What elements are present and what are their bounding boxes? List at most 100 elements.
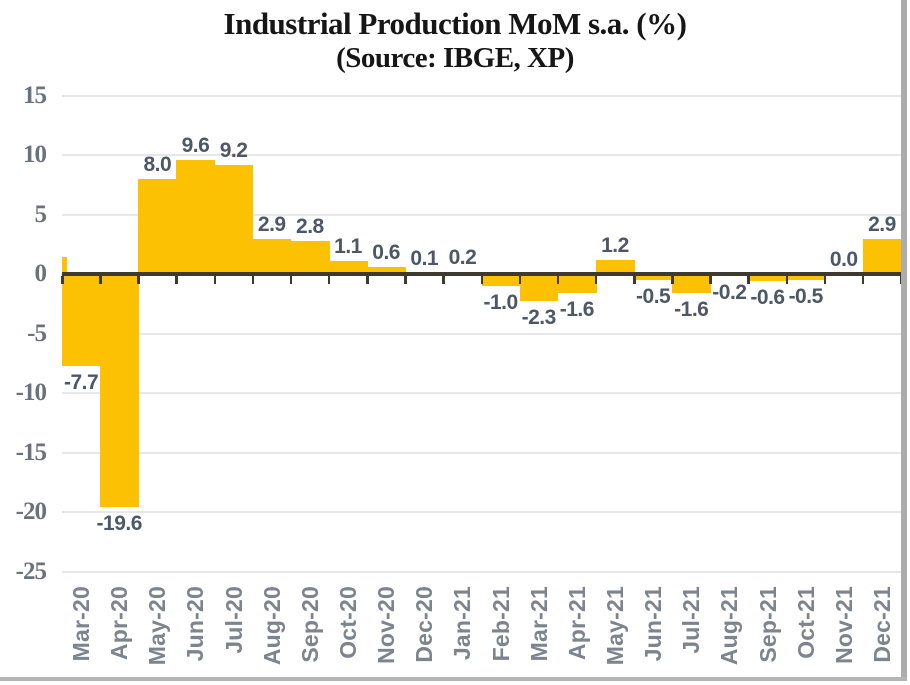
x-axis-category-label: Jan-21 <box>449 586 476 661</box>
bar-data-label: -19.6 <box>96 512 143 536</box>
x-axis-category-label: Nov-20 <box>373 586 400 664</box>
frame-border-bottom <box>0 677 907 681</box>
bar-data-label: 1.1 <box>334 234 362 258</box>
bar <box>328 260 368 274</box>
x-axis-tick-mark <box>366 276 369 284</box>
y-gridline <box>62 332 901 335</box>
y-axis-tick-label: 5 <box>34 200 48 228</box>
bar <box>634 274 673 280</box>
x-axis-category-label: Jul-20 <box>220 586 247 654</box>
x-axis-category-label: Dec-21 <box>868 586 895 663</box>
x-axis-category-label: Jul-21 <box>678 586 705 654</box>
y-gridline <box>62 154 901 156</box>
bar-data-label: -1.6 <box>559 298 595 322</box>
x-axis-category-label: Jun-20 <box>182 586 209 662</box>
bar-data-label: 2.8 <box>296 214 324 238</box>
clipped-partial-bar <box>62 257 67 274</box>
x-axis-category-label: Mar-20 <box>68 586 95 662</box>
bar <box>672 274 711 294</box>
x-axis-tick-mark <box>251 276 255 284</box>
x-axis-tick-mark <box>137 276 140 284</box>
x-axis-tick-mark <box>861 276 865 284</box>
bar <box>367 266 406 274</box>
bar <box>138 178 177 274</box>
bar <box>519 274 559 302</box>
bar-data-label: -1.0 <box>483 290 518 314</box>
bar-data-label: 9.2 <box>219 138 248 162</box>
x-axis-tick-mark <box>785 276 789 284</box>
y-gridline <box>62 213 901 216</box>
x-axis-category-label: May-20 <box>144 586 171 666</box>
bar-data-label: -0.5 <box>788 284 824 308</box>
x-axis-category-label: Apr-21 <box>563 586 590 661</box>
x-axis-tick-mark <box>556 276 560 284</box>
x-axis-tick-mark <box>633 276 636 284</box>
x-axis-category-label: May-21 <box>601 586 628 666</box>
bar-data-label: -0.5 <box>636 284 671 308</box>
bar <box>176 159 216 274</box>
x-axis-category-label: Dec-20 <box>411 586 438 663</box>
y-axis-tick-label: -10 <box>15 379 47 406</box>
x-axis-category-label: Nov-21 <box>830 586 857 664</box>
chart-title: Industrial Production MoM s.a. (%) <box>223 6 687 41</box>
y-gridline <box>62 392 901 394</box>
y-gridline <box>62 511 901 513</box>
x-axis-tick-mark <box>709 276 712 284</box>
bar <box>100 274 139 508</box>
x-axis-category-label: Sep-20 <box>296 586 323 663</box>
x-axis-tick-mark <box>823 276 827 284</box>
bar-data-label: -7.7 <box>63 370 99 394</box>
frame-border-right <box>901 0 907 681</box>
y-axis-tick-label: 10 <box>23 141 47 168</box>
bar-data-label: 2.9 <box>257 213 286 237</box>
bar-data-label: 0.6 <box>372 240 400 264</box>
bar <box>252 239 292 274</box>
bar-data-label: -0.2 <box>712 281 747 305</box>
x-axis-category-label: Aug-20 <box>258 586 285 666</box>
y-gridline <box>62 451 901 454</box>
bar <box>214 164 254 274</box>
y-axis-tick-label: 0 <box>34 260 48 287</box>
x-axis-tick-mark <box>99 276 102 284</box>
x-axis-category-label: Mar-21 <box>525 586 552 662</box>
x-axis-tick-mark <box>480 276 483 284</box>
y-axis-tick-label: -20 <box>15 498 47 525</box>
x-axis-category-label: Oct-20 <box>335 586 362 659</box>
bar-data-label: -1.6 <box>674 298 709 322</box>
bar <box>62 274 101 366</box>
bar-data-label: 2.9 <box>868 213 896 237</box>
bar-data-label: -0.6 <box>750 286 785 310</box>
x-axis-category-label: Jun-21 <box>640 586 667 662</box>
bar-data-label: 1.2 <box>601 233 629 257</box>
y-gridline <box>62 94 901 97</box>
bar <box>748 274 788 282</box>
x-axis-line <box>62 272 901 276</box>
bar <box>481 274 521 286</box>
x-axis-tick-mark <box>327 276 331 284</box>
x-axis-tick-mark <box>404 276 407 284</box>
bar <box>595 259 635 274</box>
bar-data-label: 0.1 <box>410 246 439 270</box>
y-axis-tick-label: -5 <box>27 319 47 347</box>
y-axis-tick-label: -15 <box>15 438 47 466</box>
x-axis-tick-mark <box>442 276 445 284</box>
y-gridline <box>62 570 901 573</box>
x-axis-tick-mark <box>61 276 64 284</box>
bar-data-label: -2.3 <box>521 306 557 330</box>
bar <box>290 240 330 274</box>
bar-data-label: 0.2 <box>448 245 477 269</box>
bar <box>557 274 597 294</box>
y-axis-tick-label: -25 <box>15 557 47 585</box>
x-axis-tick-mark <box>175 276 178 284</box>
x-axis-category-label: Aug-21 <box>716 586 743 666</box>
x-axis-tick-mark <box>594 276 598 284</box>
y-axis-tick-label: 15 <box>23 81 47 109</box>
x-axis-category-label: Oct-21 <box>792 586 819 659</box>
bar-data-label: 9.6 <box>181 133 210 157</box>
x-axis-tick-mark <box>289 276 293 284</box>
bar-data-label: 8.0 <box>143 152 172 176</box>
x-axis-tick-mark <box>213 276 217 284</box>
x-axis-tick-mark <box>518 276 522 284</box>
x-axis-category-label: Sep-21 <box>754 586 781 663</box>
